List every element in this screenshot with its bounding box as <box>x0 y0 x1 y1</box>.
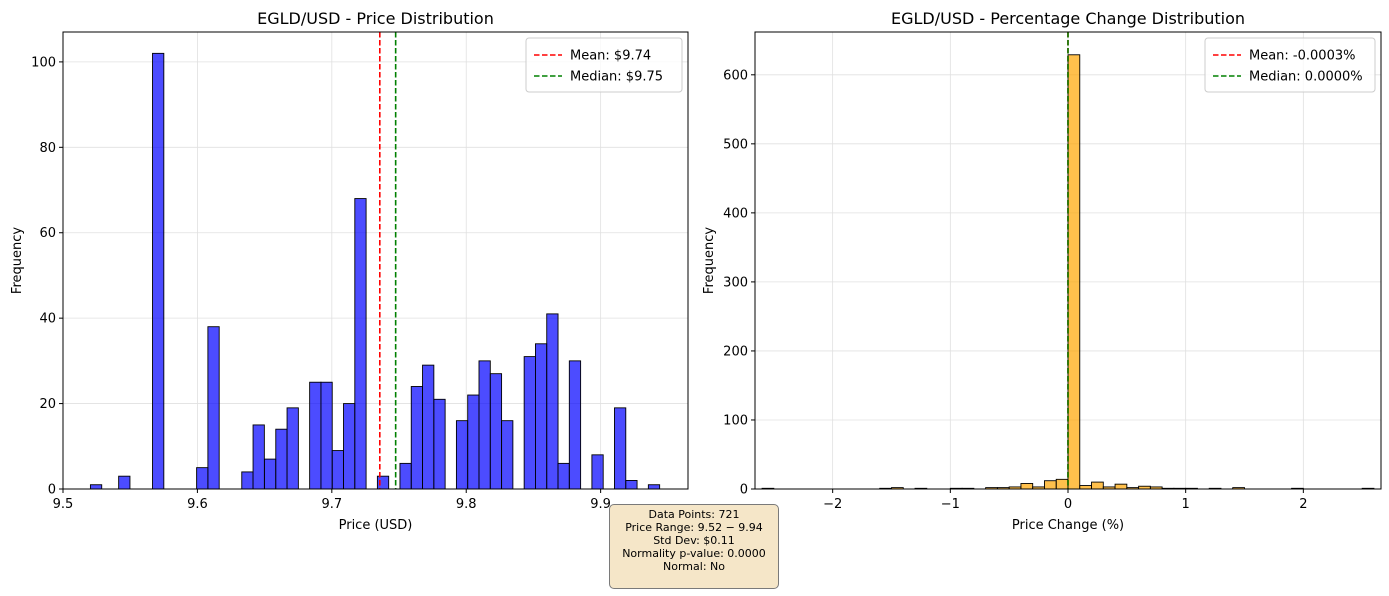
histogram-bar <box>343 403 356 490</box>
histogram-bar <box>118 475 131 490</box>
histogram-bar <box>1079 485 1092 490</box>
y-tick-label: 300 <box>723 275 748 290</box>
histogram-bar <box>591 454 604 490</box>
histogram-bar <box>354 198 367 490</box>
stats-data-points: Data Points: 721 <box>648 508 740 521</box>
histogram-bar <box>1067 54 1081 490</box>
x-axis-label: Price (USD) <box>339 518 413 533</box>
histogram-bar <box>422 364 435 490</box>
histogram-bar <box>252 424 265 490</box>
legend-mean-label: Mean: $9.74 <box>570 49 651 64</box>
x-tick-label: 0 <box>1064 497 1072 512</box>
y-tick-label: 0 <box>740 483 748 498</box>
histogram-bar <box>1020 483 1034 490</box>
legend: Mean: $9.74 Median: $9.75 <box>525 37 683 93</box>
x-axis-label: Price Change (%) <box>1012 518 1124 533</box>
histogram-bar <box>523 356 536 490</box>
plot-frame <box>62 31 689 490</box>
histogram-bar <box>1091 481 1104 490</box>
y-tick-label: 400 <box>723 206 748 221</box>
x-tick-label: −2 <box>823 497 842 512</box>
legend-median-label: Median: $9.75 <box>570 70 663 85</box>
histogram-bar <box>568 360 582 490</box>
histogram-bar <box>647 484 661 490</box>
y-tick-label: 80 <box>39 141 56 156</box>
legend: Mean: -0.0003% Median: 0.0000% <box>1204 37 1376 93</box>
histogram-bar <box>286 407 299 490</box>
histogram-bar <box>1114 483 1128 490</box>
y-tick-label: 100 <box>31 55 56 70</box>
x-tick-label: −1 <box>941 497 960 512</box>
histogram-bar <box>625 480 638 490</box>
chart-1: 9.5 9.6 9.7 9.8 9.9 0 20 40 60 80 100 EGLD/USD - Pr… <box>10 9 689 533</box>
histogram-bar <box>557 462 570 490</box>
chart-title: EGLD/USD - Price Distribution <box>257 9 494 28</box>
stats-std-dev: Std Dev: $0.11 <box>653 534 735 547</box>
histogram-bar <box>1055 478 1069 490</box>
histogram-bar <box>467 394 480 490</box>
stats-price-range: Price Range: 9.52 − 9.94 <box>625 521 763 534</box>
histogram-bar <box>534 343 548 490</box>
y-tick-label: 500 <box>723 137 748 152</box>
y-tick-label: 600 <box>723 68 748 83</box>
x-tick-label: 9.7 <box>321 497 342 512</box>
y-tick-label: 40 <box>39 312 56 327</box>
histogram-bar <box>309 381 322 490</box>
histogram-bar <box>433 398 446 490</box>
histogram-bar <box>320 381 333 490</box>
chart-2: −2 −1 0 1 2 0 100 200 300 400 500 600 EGLD/USD - Per… <box>702 9 1382 533</box>
y-tick-label: 0 <box>48 483 56 498</box>
chart-title: EGLD/USD - Percentage Change Distributio… <box>891 9 1245 28</box>
x-tick-label: 9.9 <box>590 497 611 512</box>
histogram-bar <box>89 484 103 490</box>
x-tick-label: 9.6 <box>187 497 208 512</box>
y-tick-label: 20 <box>39 397 56 412</box>
histogram-bar <box>455 420 469 490</box>
histogram-bar <box>614 407 627 490</box>
y-tick-label: 200 <box>723 344 748 359</box>
stats-normality-pvalue: Normality p-value: 0.0000 <box>622 547 766 560</box>
x-tick-label: 9.5 <box>53 497 74 512</box>
histogram-bar <box>399 462 412 490</box>
legend-box <box>1204 37 1376 93</box>
histogram-bar <box>331 450 344 490</box>
histogram-bar <box>241 471 254 490</box>
histogram-bar <box>264 458 277 490</box>
legend-mean-label: Mean: -0.0003% <box>1249 49 1355 64</box>
histogram-bar <box>478 360 491 490</box>
y-tick-label: 60 <box>39 226 56 241</box>
stats-normal: Normal: No <box>663 560 725 573</box>
y-axis-label: Frequency <box>702 227 717 294</box>
histogram-bar <box>152 52 165 490</box>
x-tick-label: 1 <box>1182 497 1190 512</box>
legend-median-label: Median: 0.0000% <box>1249 70 1363 85</box>
histogram-bar <box>489 373 503 490</box>
histogram-bar <box>196 467 209 490</box>
x-tick-label: 2 <box>1299 497 1307 512</box>
histogram-bar <box>501 420 514 490</box>
stats-box: Data Points: 721 Price Range: 9.52 − 9.9… <box>609 504 779 589</box>
y-tick-label: 100 <box>723 413 748 428</box>
histogram-bar <box>546 313 559 490</box>
x-tick-label: 9.8 <box>456 497 477 512</box>
histogram-bar <box>275 428 288 490</box>
histogram-bar <box>207 326 220 490</box>
y-axis-label: Frequency <box>10 227 25 294</box>
legend-box <box>525 37 683 93</box>
histogram-bar <box>1044 480 1057 490</box>
histogram-bar <box>410 386 424 490</box>
